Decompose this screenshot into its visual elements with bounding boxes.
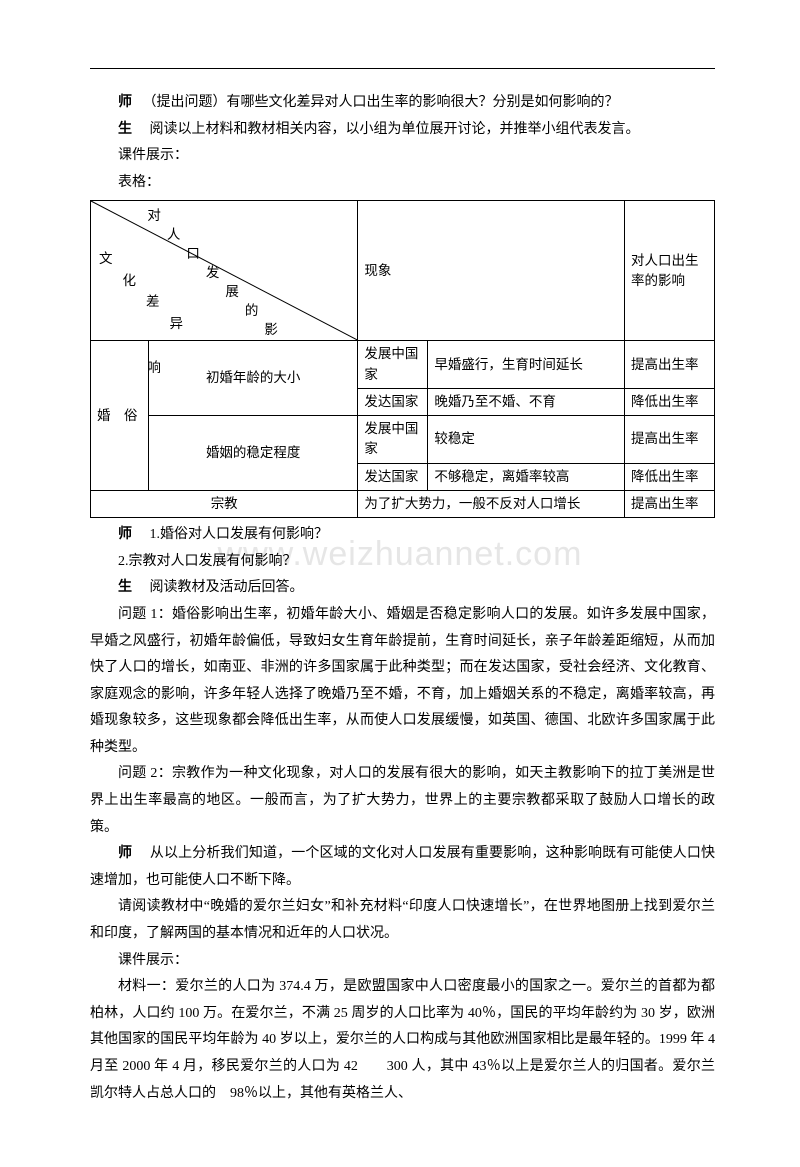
cell-effect: 降低出生率 bbox=[625, 388, 715, 415]
culture-population-table: 对 人 口 发 展 的 影 响 文 化 差 异 现象 对人口出生率的影响 婚 俗… bbox=[90, 200, 715, 518]
material-1-paragraph: 材料一：爱尔兰的人口为 374.4 万，是欧盟国家中人口密度最小的国家之一。爱尔… bbox=[90, 974, 715, 1107]
courseware-label-2: 课件展示： bbox=[90, 948, 715, 975]
table-row: 婚姻的稳定程度 发展中国家 较稳定 提高出生率 bbox=[91, 416, 715, 464]
cell-region: 发展中国家 bbox=[358, 416, 428, 464]
teacher-question-text: （提出问题）有哪些文化差异对人口出生率的影响很大？分别是如何影响的？ bbox=[150, 95, 619, 110]
teacher-label: 师 bbox=[118, 95, 132, 110]
student-answer-intro: 生 阅读教材及活动后回答。 bbox=[90, 575, 715, 602]
header-phenomenon: 现象 bbox=[358, 201, 625, 341]
cell-region: 发达国家 bbox=[358, 388, 428, 415]
cell-effect: 提高出生率 bbox=[625, 416, 715, 464]
cell-marriage-custom: 婚 俗 bbox=[91, 341, 149, 491]
cell-phenomenon: 晚婚乃至不婚、不育 bbox=[428, 388, 625, 415]
teacher-followup: 师 1.婚俗对人口发展有何影响？ bbox=[90, 522, 715, 549]
teacher-label: 师 bbox=[118, 527, 132, 542]
courseware-label: 课件展示： bbox=[90, 143, 715, 170]
reading-instruction: 请阅读教材中“晚婚的爱尔兰妇女”和补充材料“印度人口快速增长”，在世界地图册上找… bbox=[90, 894, 715, 947]
teacher-question: 师 （提出问题）有哪些文化差异对人口出生率的影响很大？分别是如何影响的？ bbox=[90, 90, 715, 117]
answer-paragraph-2: 问题 2：宗教作为一种文化现象，对人口的发展有很大的影响，如天主教影响下的拉丁美… bbox=[90, 761, 715, 841]
page-content: 师 （提出问题）有哪些文化差异对人口出生率的影响很大？分别是如何影响的？ 生 阅… bbox=[0, 0, 800, 1167]
student-action: 生 阅读以上材料和教材相关内容，以小组为单位展开讨论，并推举小组代表发言。 bbox=[90, 117, 715, 144]
student-label: 生 bbox=[118, 580, 132, 595]
table-diagonal-header: 对 人 口 发 展 的 影 响 文 化 差 异 bbox=[91, 201, 358, 341]
cell-region: 发展中国家 bbox=[358, 341, 428, 389]
teacher-label: 师 bbox=[118, 846, 132, 861]
student-answer-text: 阅读教材及活动后回答。 bbox=[150, 580, 304, 595]
teacher-summary: 师 从以上分析我们知道，一个区域的文化对人口发展有重要影响，这种影响既有可能使人… bbox=[90, 841, 715, 894]
cell-marriage-stability: 婚姻的稳定程度 bbox=[149, 416, 358, 491]
teacher-summary-text: 从以上分析我们知道，一个区域的文化对人口发展有重要影响，这种影响既有可能使人口快… bbox=[90, 846, 715, 888]
cell-phenomenon: 较稳定 bbox=[428, 416, 625, 464]
student-label: 生 bbox=[118, 122, 132, 137]
cell-phenomenon: 早婚盛行，生育时间延长 bbox=[428, 341, 625, 389]
student-action-text: 阅读以上材料和教材相关内容，以小组为单位展开讨论，并推举小组代表发言。 bbox=[150, 122, 640, 137]
question-2: 2.宗教对人口发展有何影响？ bbox=[90, 549, 715, 576]
cell-region: 发达国家 bbox=[358, 463, 428, 490]
header-effect: 对人口出生率的影响 bbox=[625, 201, 715, 341]
table-row: 宗教 为了扩大势力，一般不反对人口增长 提高出生率 bbox=[91, 490, 715, 517]
cell-effect: 提高出生率 bbox=[625, 490, 715, 517]
answer-paragraph-1: 问题 1：婚俗影响出生率，初婚年龄大小、婚姻是否稳定影响人口的发展。如许多发展中… bbox=[90, 602, 715, 762]
cell-religion: 宗教 bbox=[91, 490, 358, 517]
diag-bottom-label: 文 化 差 异 bbox=[99, 248, 219, 334]
question-1: 1.婚俗对人口发展有何影响？ bbox=[150, 527, 329, 542]
cell-phenomenon: 为了扩大势力，一般不反对人口增长 bbox=[358, 490, 625, 517]
cell-effect: 降低出生率 bbox=[625, 463, 715, 490]
cell-phenomenon: 不够稳定，离婚率较高 bbox=[428, 463, 625, 490]
cell-effect: 提高出生率 bbox=[625, 341, 715, 389]
table-label: 表格： bbox=[90, 170, 715, 197]
